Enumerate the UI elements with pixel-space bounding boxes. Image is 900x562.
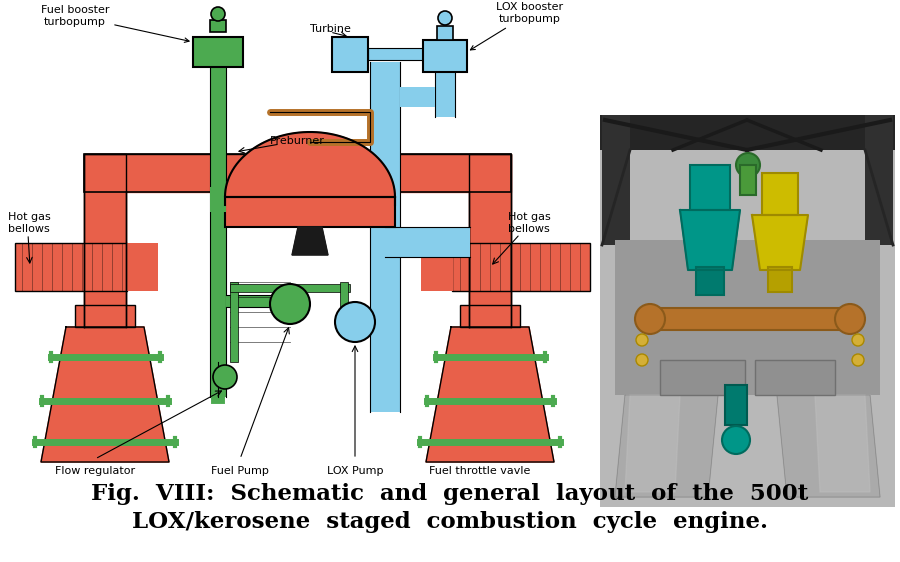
Bar [740, 165, 756, 195]
Bar [230, 282, 238, 362]
Text: Flow regulator: Flow regulator [55, 466, 135, 476]
Bar [84, 154, 511, 192]
Text: Fuel throttle vavle: Fuel throttle vavle [429, 466, 531, 476]
Bar [225, 197, 395, 227]
Text: Hot gas
bellows: Hot gas bellows [508, 212, 551, 234]
Bar [368, 48, 423, 60]
Bar [210, 187, 226, 212]
Bar [210, 20, 226, 32]
Bar [469, 154, 511, 327]
Bar [226, 295, 270, 307]
Circle shape [636, 354, 648, 366]
Circle shape [736, 153, 760, 177]
Polygon shape [469, 154, 511, 327]
Bar [435, 72, 455, 117]
Polygon shape [426, 327, 554, 462]
Bar [84, 168, 126, 243]
Polygon shape [41, 327, 169, 462]
Bar [865, 115, 893, 245]
Bar [385, 227, 470, 257]
Bar [84, 291, 126, 305]
Circle shape [270, 284, 310, 324]
Polygon shape [615, 395, 718, 497]
Text: Hot gas
bellows: Hot gas bellows [8, 212, 50, 234]
Bar [400, 87, 435, 107]
Bar [469, 168, 511, 243]
Bar [84, 154, 126, 327]
Text: LOX Pump: LOX Pump [327, 466, 383, 476]
Bar [725, 385, 747, 425]
Bar [469, 291, 511, 305]
Bar [452, 243, 590, 291]
Text: Preburner: Preburner [270, 136, 325, 146]
Bar [660, 360, 745, 395]
Circle shape [213, 365, 237, 389]
Bar [690, 165, 730, 210]
Bar [423, 40, 467, 72]
Bar [15, 243, 127, 291]
Circle shape [438, 11, 452, 25]
Bar [75, 305, 135, 327]
Bar [460, 305, 520, 327]
Bar [437, 26, 453, 40]
Polygon shape [84, 154, 126, 327]
Bar [340, 282, 348, 332]
Text: Fuel Pump: Fuel Pump [212, 466, 269, 476]
Circle shape [211, 7, 225, 21]
Text: Turbine: Turbine [310, 24, 350, 34]
Polygon shape [225, 132, 395, 197]
Bar [615, 240, 880, 395]
Polygon shape [84, 154, 511, 192]
Polygon shape [777, 395, 880, 497]
Polygon shape [625, 395, 680, 492]
Bar [650, 308, 850, 330]
Bar [421, 243, 453, 291]
Circle shape [835, 304, 865, 334]
Bar [193, 37, 243, 67]
Bar [230, 284, 350, 292]
Circle shape [636, 334, 648, 346]
Bar [696, 267, 724, 295]
Text: Fig.  VIII:  Schematic  and  general  layout  of  the  500t: Fig. VIII: Schematic and general layout … [92, 483, 808, 505]
Text: LOX booster
turbopump: LOX booster turbopump [471, 2, 563, 50]
Bar [762, 173, 798, 215]
Bar [332, 37, 368, 72]
Bar [84, 250, 126, 305]
Circle shape [335, 302, 375, 342]
Bar [755, 360, 835, 395]
Circle shape [852, 354, 864, 366]
Bar [768, 267, 792, 292]
Bar [602, 115, 630, 245]
Polygon shape [815, 395, 870, 492]
Polygon shape [292, 227, 328, 255]
Text: LOX/kerosene  staged  combustion  cycle  engine.: LOX/kerosene staged combustion cycle eng… [132, 511, 768, 533]
Text: Fuel booster
turbopump: Fuel booster turbopump [40, 6, 189, 42]
Bar [370, 62, 400, 412]
Circle shape [852, 334, 864, 346]
Bar [600, 115, 895, 507]
Bar [469, 250, 511, 305]
Bar [600, 115, 895, 150]
Polygon shape [680, 210, 740, 270]
Circle shape [635, 304, 665, 334]
Polygon shape [752, 215, 808, 270]
Bar [126, 243, 158, 291]
Bar [210, 67, 226, 397]
Circle shape [722, 426, 750, 454]
